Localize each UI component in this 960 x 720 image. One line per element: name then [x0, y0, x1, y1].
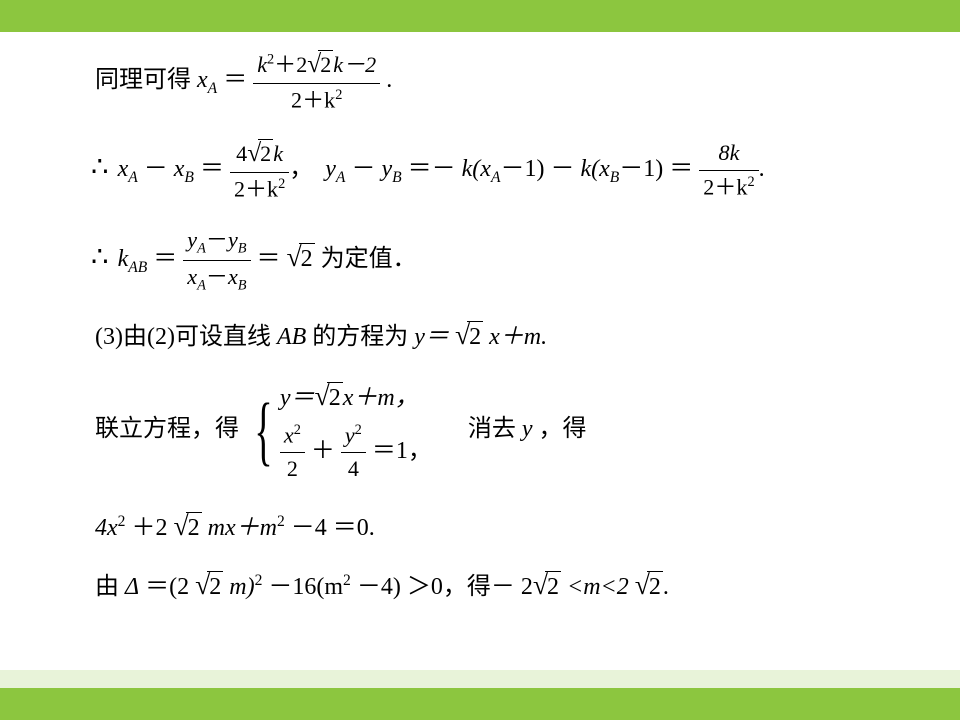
- slide-content: 同理可得 xA ＝ k2＋2√2k－2 2＋k2 . ∴ xA － xB ＝ 4…: [95, 48, 885, 625]
- fraction: k2＋2√2k－2 2＋k2: [253, 48, 380, 115]
- bottom-shade: [0, 670, 960, 688]
- text: 同理可得: [95, 67, 197, 93]
- therefore-icon: ∴: [91, 151, 109, 182]
- eq-line-4: (3)由(2)可设直线 AB 的方程为 y＝ √2 x＋m.: [95, 317, 885, 353]
- fraction: 4√2k 2＋k2: [230, 137, 289, 204]
- eq-line-3: ∴ kAB ＝ yA－yB xA－xB ＝ √2 为定值．: [91, 226, 885, 295]
- eq-line-5: 联立方程，得 { y＝√2x＋m， x22 ＋ y24 ＝1， 消去 y ，得: [95, 375, 885, 486]
- eq-line-2: ∴ xA － xB ＝ 4√2k 2＋k2 ， yA － yB ＝－ k(xA－…: [91, 137, 885, 204]
- equation-system: y＝√2x＋m， x22 ＋ y24 ＝1，: [280, 375, 432, 486]
- therefore-icon: ∴: [91, 241, 109, 272]
- eq-line-6: 4x2 ＋2 √2 mx＋m2 －4 ＝0.: [95, 508, 885, 544]
- var: x: [197, 67, 208, 93]
- eq-line-7: 由 Δ ＝(2 √2 m)2 －16(m2 －4) ＞0，得－ 2√2 <m<2…: [95, 567, 885, 603]
- top-green-bar: [0, 0, 960, 32]
- fraction: 8k 2＋k2: [699, 139, 758, 202]
- eq-line-1: 同理可得 xA ＝ k2＋2√2k－2 2＋k2 .: [95, 48, 885, 115]
- bottom-green-bar: [0, 688, 960, 720]
- fraction: yA－yB xA－xB: [183, 226, 250, 295]
- brace-icon: {: [254, 400, 272, 461]
